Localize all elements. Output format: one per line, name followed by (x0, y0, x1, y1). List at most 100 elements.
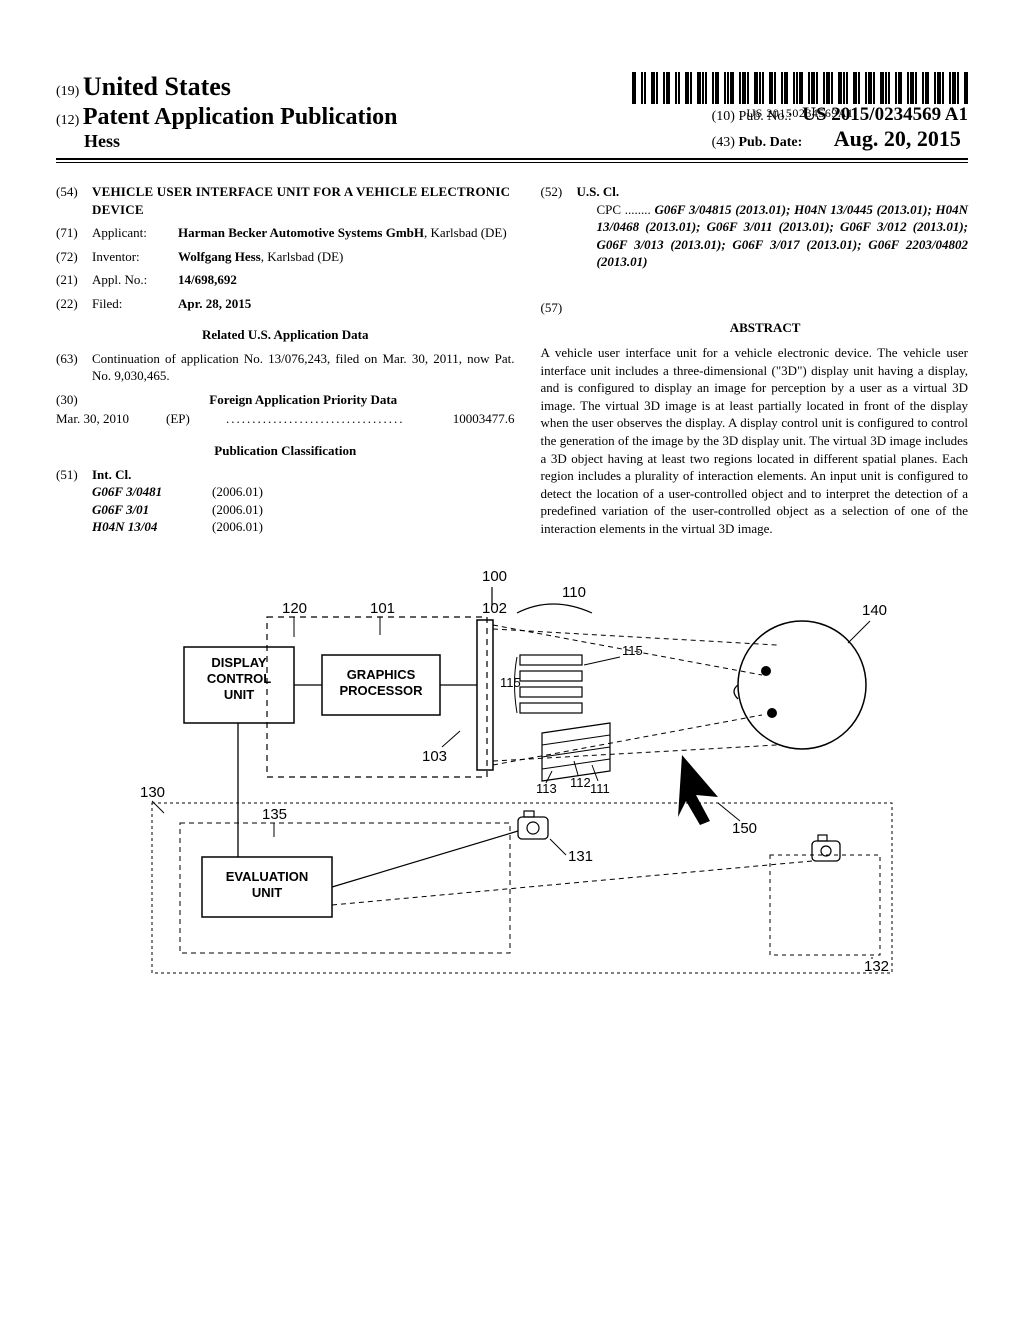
abstract-text: A vehicle user interface unit for a vehi… (541, 344, 969, 537)
fig-label-100: 100 (482, 568, 507, 585)
pointer-hand-icon (678, 755, 718, 825)
document-header: US 20150234569A1 (19) United States (12)… (56, 72, 968, 152)
fig-label-113: 113 (536, 781, 557, 796)
fig-label-150: 150 (732, 820, 757, 837)
applicant-name: Harman Becker Automotive Systems GmbH (178, 225, 424, 240)
intcl-year: (2006.01) (212, 518, 263, 536)
code-19: (19) (56, 84, 79, 99)
foreign-priority-heading: Foreign Application Priority Data (92, 391, 515, 409)
label-applicant: Applicant: (92, 224, 178, 242)
pubdate-value: Aug. 20, 2015 (834, 126, 961, 151)
field-72: (72) Inventor: Wolfgang Hess, Karlsbad (… (56, 248, 515, 266)
fig-label-135: 135 (262, 806, 287, 823)
abstract-heading: ABSTRACT (562, 319, 968, 337)
pubdate-label: Pub. Date: (738, 135, 802, 150)
code-21: (21) (56, 271, 92, 289)
code-30: (30) (56, 391, 92, 409)
fig-label-120: 120 (282, 600, 307, 617)
cpc-lead: CPC ........ (597, 202, 651, 217)
fig-label-112: 112 (570, 775, 591, 790)
bibliographic-columns: (54) VEHICLE USER INTERFACE UNIT FOR A V… (56, 177, 968, 537)
box-eval-l2: UNIT (252, 885, 282, 900)
code-43: (43) (712, 135, 735, 150)
fig-label-103: 103 (422, 748, 447, 765)
cpc-block: CPC ........ G06F 3/04815 (2013.01); H04… (597, 201, 969, 271)
field-30: (30) Foreign Application Priority Data (56, 391, 515, 409)
intcl-code: G06F 3/0481 (92, 483, 212, 501)
applno-value: 14/698,692 (178, 272, 237, 287)
fig-label-115a: 115 (500, 675, 521, 690)
box-graphics-l1: GRAPHICS (347, 667, 416, 682)
label-applno: Appl. No.: (92, 271, 178, 289)
intcl-row: H04N 13/04 (2006.01) (92, 518, 515, 536)
cpc-list: G06F 3/04815 (2013.01); H04N 13/0445 (20… (597, 202, 969, 270)
filed-value: Apr. 28, 2015 (178, 296, 251, 311)
field-71: (71) Applicant: Harman Becker Automotive… (56, 224, 515, 242)
intcl-row: G06F 3/0481 (2006.01) (92, 483, 515, 501)
intcl-code: G06F 3/01 (92, 501, 212, 519)
foreign-number: 10003477.6 (405, 410, 515, 428)
fig-label-130: 130 (140, 784, 165, 801)
related-app-heading: Related U.S. Application Data (56, 326, 515, 344)
barcode-icon (632, 72, 968, 104)
left-column: (54) VEHICLE USER INTERFACE UNIT FOR A V… (56, 177, 515, 537)
box-display-l2: CONTROL (207, 671, 271, 686)
inventor-name: Wolfgang Hess (178, 249, 261, 264)
panel-front (542, 723, 610, 781)
box-eval-l1: EVALUATION (226, 869, 309, 884)
code-57: (57) (541, 299, 563, 345)
camera-icon-132 (812, 835, 840, 861)
code-72: (72) (56, 248, 92, 266)
field-22: (22) Filed: Apr. 28, 2015 (56, 295, 515, 313)
field-54: (54) VEHICLE USER INTERFACE UNIT FOR A V… (56, 183, 515, 218)
rule-thick (56, 158, 968, 160)
field-63: (63) Continuation of application No. 13/… (56, 350, 515, 385)
code-52: (52) (541, 183, 577, 201)
continuation-text: Continuation of application No. 13/076,2… (92, 350, 515, 385)
fig-label-101: 101 (370, 600, 395, 617)
barcode-number: US 20150234569A1 (632, 106, 968, 121)
rule-thin (56, 162, 968, 163)
intcl-year: (2006.01) (212, 483, 263, 501)
fig-label-140: 140 (862, 602, 887, 619)
code-71: (71) (56, 224, 92, 242)
code-22: (22) (56, 295, 92, 313)
fig-label-115b: 115 (622, 643, 643, 658)
foreign-priority-row: Mar. 30, 2010 (EP) .....................… (56, 410, 515, 428)
fig-label-132: 132 (864, 958, 889, 975)
inventor-value: Wolfgang Hess, Karlsbad (DE) (178, 248, 515, 266)
box-display-l1: DISPLAY (211, 655, 266, 670)
label-inventor: Inventor: (92, 248, 178, 266)
fig-label-131: 131 (568, 848, 593, 865)
country-name: United States (83, 72, 231, 101)
right-column: (52) U.S. Cl. CPC ........ G06F 3/04815 … (541, 177, 969, 537)
header-author: Hess (84, 131, 398, 152)
intcl-list: G06F 3/0481 (2006.01) G06F 3/01 (2006.01… (92, 483, 515, 536)
intcl-label: Int. Cl. (92, 467, 131, 482)
intcl-code: H04N 13/04 (92, 518, 212, 536)
fig-label-110: 110 (562, 584, 586, 601)
inventor-rest: , Karlsbad (DE) (261, 249, 344, 264)
foreign-dots: .................................. (226, 410, 405, 428)
box-display-l3: UNIT (224, 687, 254, 702)
foreign-date: Mar. 30, 2010 (56, 410, 166, 428)
publication-kind: Patent Application Publication (83, 104, 398, 130)
field-57: (57) ABSTRACT (541, 299, 969, 345)
uscl-label: U.S. Cl. (577, 184, 620, 199)
header-left: (12) Patent Application Publication Hess (56, 104, 398, 152)
code-54: (54) (56, 183, 92, 218)
figure-1: 100 101 120 DISPLAY CONTROL UNIT GRAPHIC… (56, 565, 968, 995)
foreign-country: (EP) (166, 410, 226, 428)
code-51: (51) (56, 466, 92, 484)
code-12: (12) (56, 113, 79, 128)
intcl-year: (2006.01) (212, 501, 263, 519)
field-21: (21) Appl. No.: 14/698,692 (56, 271, 515, 289)
figure-svg: 100 101 120 DISPLAY CONTROL UNIT GRAPHIC… (122, 565, 902, 995)
code-63: (63) (56, 350, 92, 385)
barcode-block: US 20150234569A1 (632, 72, 968, 121)
invention-title: VEHICLE USER INTERFACE UNIT FOR A VEHICL… (92, 183, 515, 218)
label-filed: Filed: (92, 295, 178, 313)
panel-stack-back (520, 655, 582, 713)
camera-icon-131 (518, 811, 548, 839)
box-graphics-l2: PROCESSOR (339, 683, 423, 698)
